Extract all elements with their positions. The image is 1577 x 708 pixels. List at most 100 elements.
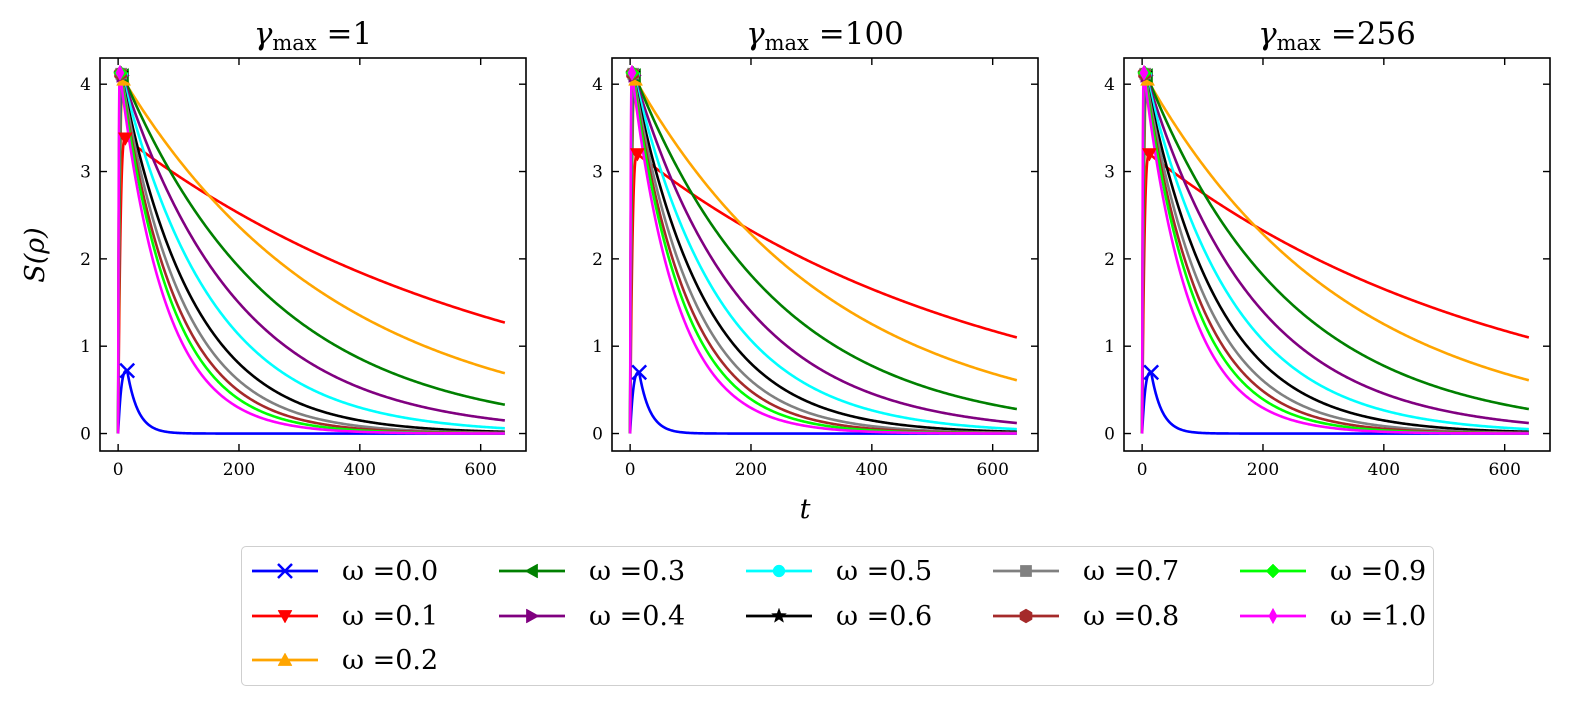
y-tick-label: 4 bbox=[80, 75, 91, 95]
peak-marker-0-1 bbox=[1141, 148, 1157, 162]
y-tick-label: 3 bbox=[592, 163, 603, 183]
series-line-0-3 bbox=[1140, 74, 1530, 434]
series-line-0-4 bbox=[628, 74, 1017, 434]
x-axis-label: t bbox=[800, 494, 811, 525]
x-tick-label: 400 bbox=[344, 460, 376, 480]
y-tick-label: 3 bbox=[80, 163, 91, 183]
series-line-0-6 bbox=[628, 72, 1017, 434]
legend-item-0-0: ω =0.0 bbox=[250, 551, 438, 591]
legend-item-0-2: ω =0.2 bbox=[250, 640, 438, 680]
legend-item-0-4: ω =0.4 bbox=[497, 596, 685, 636]
legend-label: ω =0.3 bbox=[589, 555, 686, 587]
legend-marker bbox=[770, 607, 788, 623]
legend-label: ω =1.0 bbox=[1330, 600, 1427, 632]
x-tick-label: 200 bbox=[223, 460, 255, 480]
curves-panel-2 bbox=[628, 71, 1018, 435]
legend-item-0-1: ω =0.1 bbox=[250, 596, 438, 636]
peak-marker-0-1 bbox=[117, 132, 133, 146]
y-tick-label: 1 bbox=[1104, 337, 1115, 357]
y-tick-label: 0 bbox=[1104, 425, 1115, 445]
x-tick-label: 600 bbox=[976, 460, 1008, 480]
legend-label: ω =0.1 bbox=[342, 600, 439, 632]
series-line-0-9 bbox=[628, 71, 1017, 435]
legend-swatch bbox=[746, 607, 812, 623]
peak-marker-0-0 bbox=[119, 362, 136, 379]
y-tick-label: 2 bbox=[80, 250, 91, 270]
series-line-0-2 bbox=[628, 78, 1018, 434]
x-tick-label: 400 bbox=[1368, 460, 1400, 480]
series-line-0-9 bbox=[116, 71, 505, 435]
curves-panel-1 bbox=[116, 71, 506, 435]
legend-label: ω =0.6 bbox=[836, 600, 933, 632]
series-line-0-9 bbox=[1140, 71, 1529, 435]
legend-item-0-6: ω =0.6 bbox=[744, 596, 932, 636]
series-line-0-4 bbox=[1140, 74, 1529, 434]
y-tick-label: 0 bbox=[80, 425, 91, 445]
legend-label: ω =0.8 bbox=[1083, 600, 1180, 632]
series-line-0-3 bbox=[116, 74, 506, 434]
legend-label: ω =0.0 bbox=[342, 555, 439, 587]
legend-swatch bbox=[499, 563, 565, 579]
series-line-0-3 bbox=[628, 74, 1018, 434]
legend-marker bbox=[526, 608, 540, 624]
peak-marker-0-1 bbox=[629, 148, 645, 162]
x-tick-label: 0 bbox=[625, 460, 636, 480]
peak-marker-1-0 bbox=[1139, 64, 1149, 82]
legend-item-1-0: ω =1.0 bbox=[1238, 596, 1426, 636]
panel-title: γmax =1 bbox=[254, 16, 372, 55]
peak-marker-0-0 bbox=[631, 364, 648, 381]
series-line-0-5 bbox=[628, 72, 1017, 434]
legend-marker bbox=[277, 652, 293, 666]
peak-marker-0-0 bbox=[1143, 364, 1160, 381]
legend-label: ω =0.7 bbox=[1083, 555, 1180, 587]
legend-label: ω =0.9 bbox=[1330, 555, 1427, 587]
legend-swatch bbox=[746, 564, 812, 578]
y-axis-label: S(ρ) bbox=[20, 227, 51, 282]
x-tick-label: 200 bbox=[735, 460, 767, 480]
y-tick-label: 4 bbox=[1104, 75, 1115, 95]
series-line-0-2 bbox=[116, 78, 506, 434]
series-line-1-0 bbox=[1140, 71, 1529, 435]
legend-marker bbox=[277, 610, 293, 624]
legend: ω =0.0 ω =0.1 ω =0.2 ω =0.3 ω =0.4 ω =0.5 ω =0… bbox=[241, 546, 1434, 686]
series-line-0-6 bbox=[1140, 72, 1529, 434]
legend-swatch bbox=[252, 610, 318, 624]
y-tick-label: 1 bbox=[80, 337, 91, 357]
legend-item-0-8: ω =0.8 bbox=[991, 596, 1179, 636]
series-line-0-2 bbox=[1140, 78, 1530, 434]
plot-frame bbox=[611, 57, 1039, 452]
x-tick-label: 200 bbox=[1247, 460, 1279, 480]
legend-swatch bbox=[993, 565, 1059, 577]
legend-item-0-9: ω =0.9 bbox=[1238, 551, 1426, 591]
legend-item-0-7: ω =0.7 bbox=[991, 551, 1179, 591]
legend-swatch bbox=[252, 563, 318, 579]
series-line-0-8 bbox=[1140, 72, 1529, 435]
legend-label: ω =0.5 bbox=[836, 555, 933, 587]
panel-3: 0 200 400 600 0 1 2 3 4 γmax =256 bbox=[1104, 16, 1551, 480]
plot-frame bbox=[99, 57, 527, 452]
legend-swatch bbox=[499, 608, 565, 624]
legend-swatch bbox=[1240, 607, 1306, 625]
legend-label: ω =0.4 bbox=[589, 600, 686, 632]
legend-label: ω =0.2 bbox=[342, 644, 439, 676]
y-tick-label: 2 bbox=[592, 250, 603, 270]
legend-marker bbox=[277, 563, 293, 579]
legend-swatch bbox=[993, 608, 1059, 624]
plot-frame bbox=[1123, 57, 1551, 452]
series-line-0-7 bbox=[1140, 72, 1529, 435]
series-line-0-6 bbox=[116, 72, 505, 434]
legend-marker bbox=[1020, 565, 1032, 577]
y-tick-label: 1 bbox=[592, 337, 603, 357]
y-tick-label: 3 bbox=[1104, 163, 1115, 183]
legend-marker bbox=[772, 564, 786, 578]
series-line-0-8 bbox=[628, 72, 1017, 435]
panel-title: γmax =256 bbox=[1258, 16, 1416, 55]
series-line-0-4 bbox=[116, 74, 505, 434]
x-tick-label: 0 bbox=[113, 460, 124, 480]
panel-title: γmax =100 bbox=[746, 16, 904, 55]
panel-1: 0 200 400 600 0 1 2 3 4 γmax =1 bbox=[80, 16, 527, 480]
series-line-1-0 bbox=[116, 71, 505, 435]
y-tick-label: 4 bbox=[592, 75, 603, 95]
legend-item-0-3: ω =0.3 bbox=[497, 551, 685, 591]
